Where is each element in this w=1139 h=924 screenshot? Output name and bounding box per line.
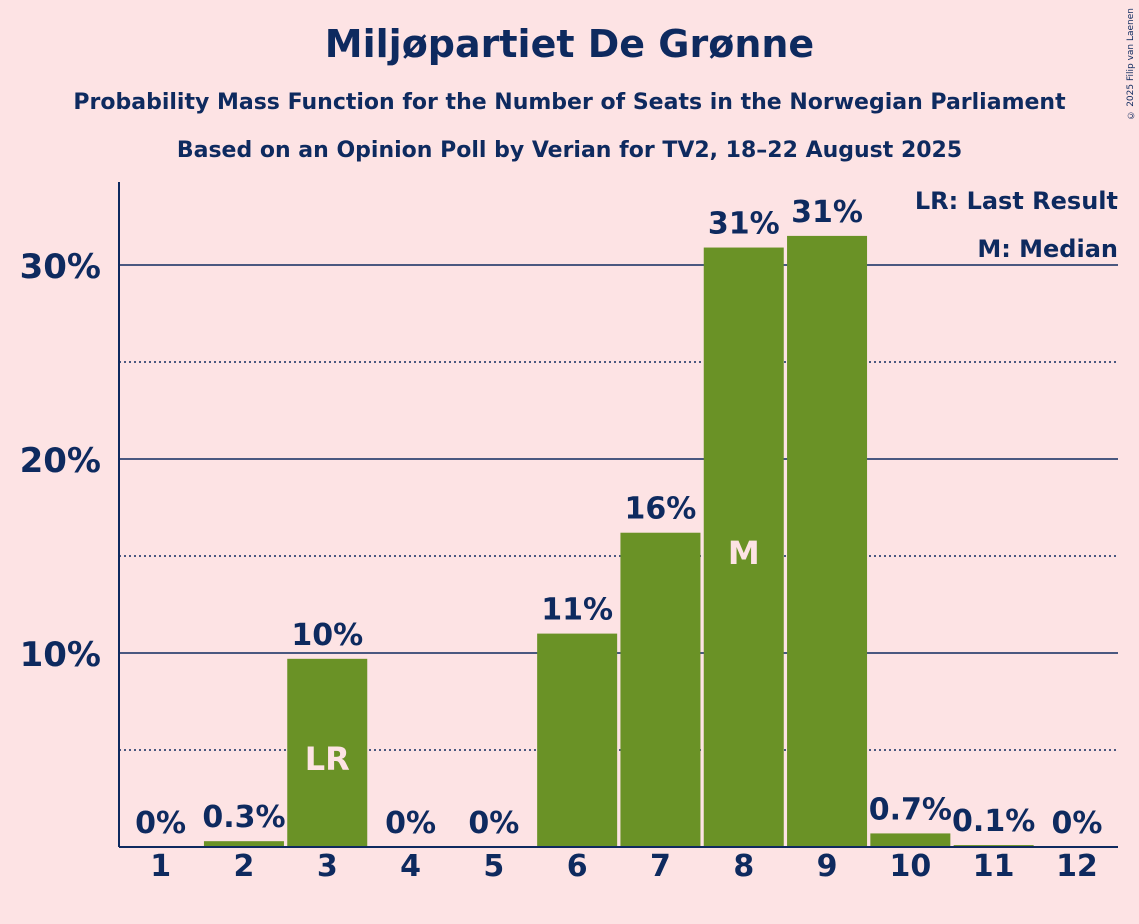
data-label: 0.7% [869,792,952,827]
y-tick-label: 30% [20,247,101,287]
data-label: 16% [625,492,697,527]
x-tick-label: 8 [733,849,754,884]
data-label: 0% [135,806,186,841]
data-label: 0% [468,806,519,841]
data-label: 11% [541,593,613,628]
data-label: 31% [791,195,863,230]
data-label: 0.1% [952,804,1035,839]
x-tick-label: 9 [817,849,838,884]
bar-marker-lr: LR [305,740,350,778]
data-label: 0% [1051,806,1102,841]
y-tick-label: 10% [20,635,101,675]
legend-last-result: LR: Last Result [915,187,1118,215]
x-tick-label: 11 [973,849,1015,884]
data-label: 10% [291,618,363,653]
bar [703,247,784,848]
bars [203,235,1034,848]
bar-marker-m: M [728,534,760,572]
y-tick-label: 20% [20,441,101,481]
bar [620,532,701,847]
bar [287,658,368,847]
chart-subtitle: Probability Mass Function for the Number… [73,90,1066,115]
x-tick-label: 2 [234,849,255,884]
x-tick-label: 12 [1056,849,1098,884]
chart-title: Miljøpartiet De Grønne [324,22,815,66]
x-tick-label: 10 [889,849,931,884]
bar [203,841,284,847]
chart-source-line: Based on an Opinion Poll by Verian for T… [176,138,963,163]
data-label: 0.3% [202,800,285,835]
x-tick-label: 4 [400,849,421,884]
bar [537,633,618,847]
x-tick-label: 3 [317,849,338,884]
data-labels: 0% 0.3% 10% LR 0% 0% 11% 16% 31% M 31% 0.7% 0.1% 0% [135,195,1102,841]
x-tick-label: 6 [567,849,588,884]
data-label: 0% [385,806,436,841]
x-tick-label: 7 [650,849,671,884]
bar [787,235,868,847]
bar [870,833,951,847]
axes: 10%20%30%1 2 3 4 5 6 7 8 9 10 11 12 [20,182,1118,884]
gridlines [119,264,1118,751]
x-tick-label: 1 [150,849,171,884]
x-tick-label: 5 [483,849,504,884]
data-label: 31% [708,207,780,242]
legend-median: M: Median [977,235,1118,263]
